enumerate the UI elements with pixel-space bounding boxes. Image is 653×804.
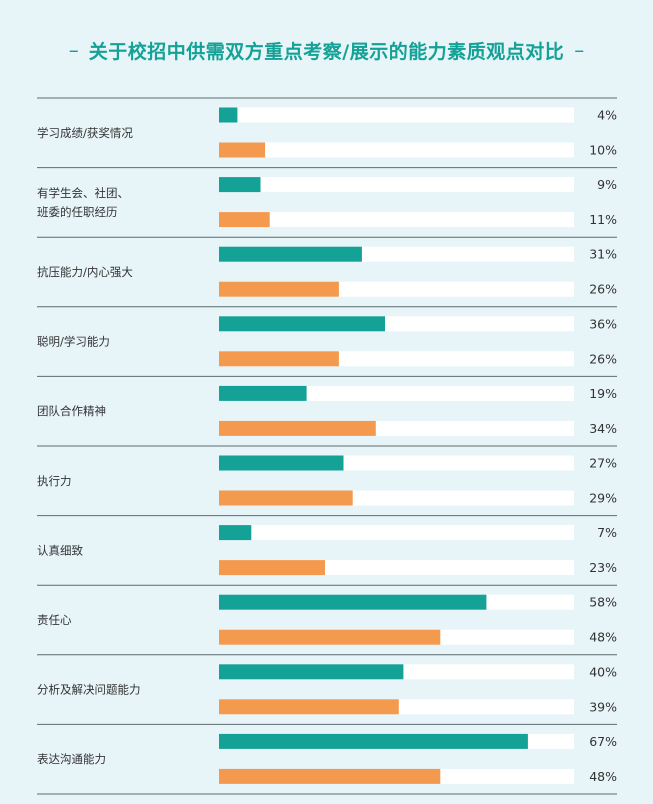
category-label: 表达沟通能力 bbox=[37, 752, 106, 766]
bar bbox=[219, 212, 270, 228]
title-dash-left: – bbox=[68, 38, 79, 62]
value-label: 58% bbox=[589, 595, 617, 610]
bar-track bbox=[219, 212, 574, 228]
bar bbox=[219, 351, 339, 367]
value-label: 26% bbox=[589, 351, 617, 366]
value-label: 23% bbox=[589, 560, 617, 575]
bar bbox=[219, 733, 528, 749]
value-label: 11% bbox=[589, 212, 617, 227]
value-label: 7% bbox=[597, 525, 617, 540]
chart-title: 关于校招中供需双方重点考察/展示的能力素质观点对比 bbox=[88, 40, 565, 63]
title-dash-right: – bbox=[574, 38, 585, 62]
bar bbox=[219, 177, 261, 193]
bar-track bbox=[219, 142, 574, 158]
bar-track bbox=[219, 385, 574, 401]
category-label: 学习成绩/获奖情况 bbox=[37, 126, 133, 140]
value-label: 19% bbox=[589, 386, 617, 401]
bar bbox=[219, 455, 344, 471]
bar bbox=[219, 560, 325, 576]
bar bbox=[219, 385, 307, 401]
category-label: 班委的任职经历 bbox=[37, 205, 118, 219]
value-label: 10% bbox=[589, 143, 617, 158]
category-label: 分析及解决问题能力 bbox=[37, 683, 141, 697]
bar bbox=[219, 768, 441, 784]
bar bbox=[219, 246, 362, 262]
category-label: 团队合作精神 bbox=[37, 404, 106, 418]
bar bbox=[219, 420, 376, 436]
value-label: 27% bbox=[589, 456, 617, 471]
value-label: 26% bbox=[589, 282, 617, 297]
bar bbox=[219, 107, 238, 123]
bar-track bbox=[219, 177, 574, 193]
bar-track bbox=[219, 525, 574, 541]
bar bbox=[219, 142, 266, 158]
category-label: 抗压能力/内心强大 bbox=[37, 265, 133, 279]
bar bbox=[219, 594, 487, 610]
value-label: 4% bbox=[597, 108, 617, 123]
value-label: 48% bbox=[589, 630, 617, 645]
bar bbox=[219, 699, 399, 715]
value-label: 67% bbox=[589, 734, 617, 749]
bar bbox=[219, 316, 385, 332]
title-row: – 关于校招中供需双方重点考察/展示的能力素质观点对比 – bbox=[0, 30, 653, 70]
bar bbox=[219, 281, 339, 297]
value-label: 31% bbox=[589, 247, 617, 262]
category-label: 聪明/学习能力 bbox=[37, 335, 110, 349]
value-label: 29% bbox=[589, 491, 617, 506]
value-label: 40% bbox=[589, 664, 617, 679]
value-label: 48% bbox=[589, 769, 617, 784]
value-label: 39% bbox=[589, 699, 617, 714]
category-label: 有学生会、社团、 bbox=[37, 186, 129, 200]
category-label: 责任心 bbox=[37, 613, 72, 627]
bar bbox=[219, 525, 252, 541]
value-label: 36% bbox=[589, 316, 617, 331]
bar bbox=[219, 664, 404, 680]
bar bbox=[219, 490, 353, 506]
category-label: 执行力 bbox=[37, 474, 72, 488]
value-label: 9% bbox=[597, 177, 617, 192]
bar-track bbox=[219, 107, 574, 123]
category-label: 认真细致 bbox=[37, 543, 83, 557]
bar bbox=[219, 629, 441, 645]
value-label: 34% bbox=[589, 421, 617, 436]
